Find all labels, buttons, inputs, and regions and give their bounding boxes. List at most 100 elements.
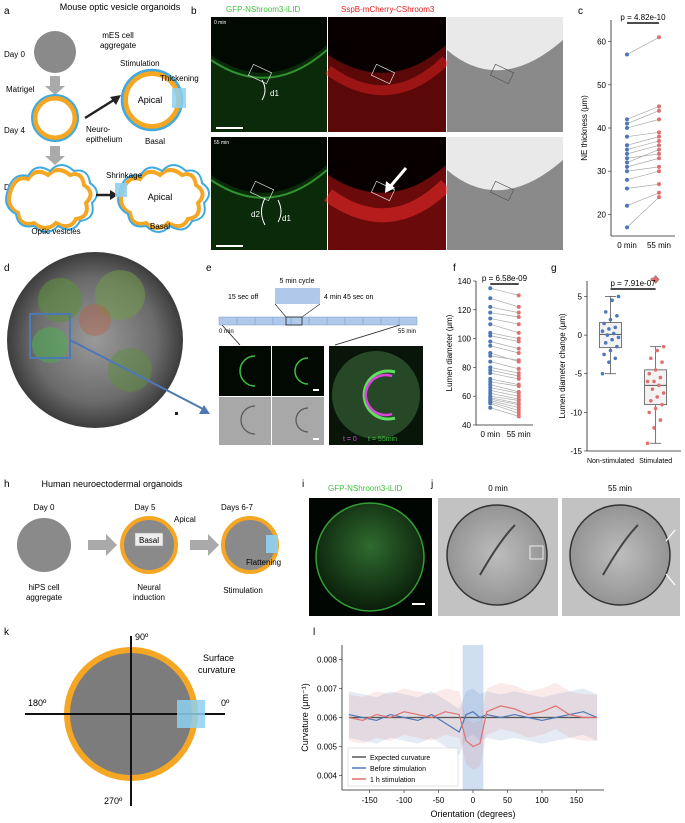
- f-pair-line: [490, 306, 519, 314]
- c-point-before: [625, 117, 629, 122]
- j-t55: 55 min: [608, 484, 632, 493]
- f-pair-line: [490, 407, 519, 417]
- c-point-before: [625, 121, 629, 126]
- d2-label: d2: [251, 210, 260, 219]
- f-y-tick-label: 140: [458, 277, 472, 286]
- f-y-tick-label: 120: [458, 306, 472, 315]
- shrinkage-label: Shrinkage: [106, 171, 143, 180]
- c-point-before: [625, 143, 629, 148]
- c-y-axis-label: NE thickness (μm): [580, 95, 589, 161]
- e-t55-label: t = 55min: [368, 436, 397, 443]
- g-point: [608, 348, 613, 353]
- f-point-before: [488, 286, 493, 291]
- g-y-tick-label: 0: [578, 331, 583, 340]
- g-point: [658, 375, 663, 380]
- c-pair-line: [626, 140, 660, 150]
- g-y-tick-label: -5: [575, 370, 583, 379]
- l-x-tick-label: 0: [471, 796, 476, 805]
- f-y-tick-label: 60: [462, 392, 471, 401]
- f-point-after: [516, 322, 521, 327]
- f-point-after: [516, 405, 521, 410]
- panel-letter-h: h: [4, 479, 10, 490]
- chart-f: 40 60 80 100 120 140 0 min 55 min Lumen diameter…: [445, 274, 533, 439]
- c-x-tick-label: 55 min: [647, 241, 671, 250]
- hips-label-2: aggregate: [26, 593, 63, 602]
- g-point: [658, 418, 663, 422]
- g-point: [605, 333, 610, 337]
- g-annotation: p = 7.91e-07: [610, 279, 656, 288]
- l-y-tick-label: 0.007: [317, 685, 338, 694]
- l-uncertainty-band: [348, 682, 598, 770]
- f-point-after: [516, 358, 521, 363]
- optic-vesicle-2: [119, 168, 205, 230]
- scale-bar-d: [175, 412, 178, 415]
- c-point-after: [657, 169, 661, 174]
- day4-label: Day 4: [4, 126, 25, 135]
- f-point-before: [488, 343, 493, 348]
- thickening-label: Thickening: [160, 74, 199, 83]
- l-x-tick-label: -100: [396, 796, 413, 805]
- f-point-before: [488, 368, 493, 373]
- panel-letter-g: g: [551, 263, 557, 274]
- scale-bar-e-bot: [313, 438, 319, 440]
- f-point-after: [516, 315, 521, 319]
- arrow-h-2: [190, 534, 219, 556]
- j-streak-55: [602, 524, 639, 576]
- k-180: 180º: [28, 698, 47, 708]
- l-y-axis-label: Curvature (μm⁻¹): [300, 683, 310, 751]
- panel-j: j 0 min 55 min: [430, 479, 680, 616]
- f-pair-line: [490, 387, 519, 394]
- h-day0: Day 0: [34, 503, 55, 512]
- j-arrow-1: [665, 529, 676, 542]
- j-t0: 0 min: [488, 484, 508, 493]
- c-pair-line: [626, 170, 660, 181]
- e-bf-55: [272, 397, 324, 445]
- d1-bracket-top: [261, 79, 266, 101]
- g-box: [644, 369, 668, 406]
- thickening-region: [172, 88, 186, 108]
- c-point-after: [657, 134, 661, 139]
- f-annotation: p = 6.58e-09: [482, 274, 528, 283]
- scale-bar-i: [412, 603, 425, 605]
- c-point-after: [657, 195, 661, 200]
- d1-label-bot: d1: [282, 214, 291, 223]
- c-pair-line: [626, 192, 660, 207]
- arrow-to-stim: [84, 96, 118, 120]
- arrow-h-1: [88, 534, 117, 556]
- g-x-tick-label: Non-stimulated: [587, 458, 634, 465]
- c-point-before: [625, 177, 629, 182]
- l-legend-label: Expected curvature: [370, 755, 430, 762]
- panel-a-title: Mouse optic vesicle organoids: [60, 2, 181, 12]
- g-point: [645, 441, 650, 446]
- f-pair-line: [490, 345, 519, 354]
- g-point: [611, 331, 616, 336]
- j-streak-0: [479, 524, 516, 576]
- f-point-before: [488, 353, 493, 358]
- g-point: [645, 379, 650, 384]
- panel-letter-j: j: [430, 479, 433, 490]
- e-bf-0: [219, 397, 271, 445]
- c-point-before: [625, 134, 629, 139]
- j-organoid-55: [569, 504, 671, 606]
- g-point: [652, 379, 656, 384]
- g-point: [603, 341, 608, 345]
- f-pair-line: [490, 378, 519, 386]
- l-x-tick-label: 150: [570, 796, 584, 805]
- c-point-after: [657, 104, 661, 109]
- f-x-tick-label: 55 min: [507, 430, 531, 439]
- c-y-tick-label: 30: [597, 167, 606, 176]
- channel-red-label: SspB-mCherry-CShroom3: [341, 5, 435, 14]
- f-pair-line: [490, 369, 519, 377]
- g-point: [661, 391, 666, 395]
- g-y-tick-label: -10: [570, 408, 582, 417]
- f-point-after: [516, 339, 521, 344]
- e-green-0: [219, 346, 271, 396]
- g-point: [610, 298, 614, 303]
- l-legend-box: [347, 747, 459, 787]
- c-pair-line: [626, 119, 660, 129]
- c-point-after: [657, 147, 661, 152]
- l-x-tick-label: 50: [503, 796, 512, 805]
- g-point: [655, 348, 660, 353]
- scale-bar-e-top: [313, 389, 319, 391]
- neuroepithelium-organoid: [32, 95, 78, 141]
